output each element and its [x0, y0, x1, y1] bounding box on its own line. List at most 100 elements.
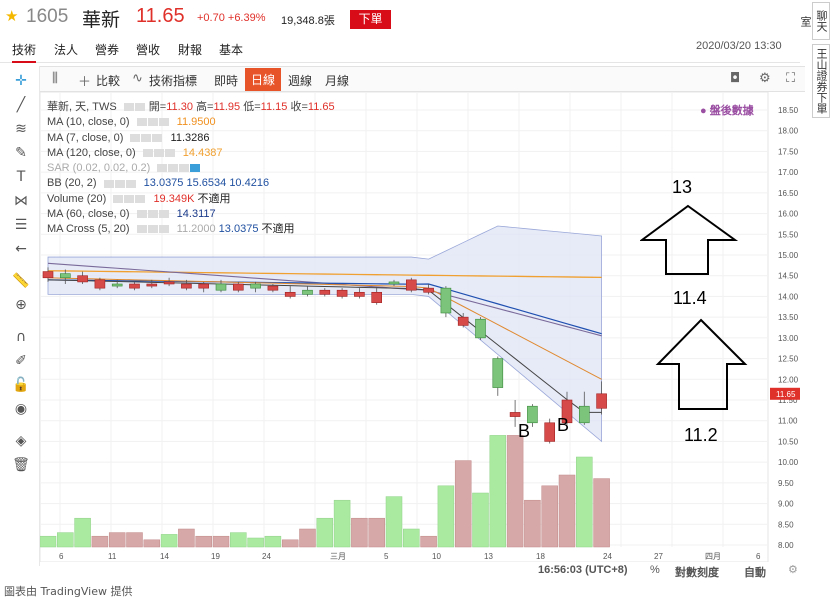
pitchfork-icon[interactable]: ≋ [15, 121, 27, 137]
text-icon[interactable]: T [16, 169, 26, 185]
legend-close-icon[interactable] [152, 133, 163, 142]
legend-ma120[interactable]: MA (120, close, 0) 14.4387 [47, 146, 497, 161]
legend-volume-label: Volume (20) [47, 192, 107, 205]
chart-credit: 圖表由 TradingView 提供 [4, 585, 133, 598]
legend-close-icon[interactable] [158, 225, 169, 234]
legend-eye-icon[interactable] [136, 210, 147, 219]
ma120-line [47, 270, 602, 279]
tab-financials[interactable]: 財報 [178, 43, 203, 57]
interval-daily[interactable]: 日線 [245, 68, 282, 91]
legend-ma7[interactable]: MA (7, close, 0) 11.3286 [47, 131, 497, 146]
fullscreen-icon[interactable]: ⛶ [786, 71, 796, 86]
legend-eye-icon[interactable] [136, 225, 147, 234]
unlock-icon[interactable]: 🔓 [12, 377, 30, 393]
legend-close-icon[interactable] [135, 194, 146, 203]
compare-button[interactable]: 比較 [96, 74, 121, 88]
gear-icon[interactable]: ⚙ [759, 71, 771, 86]
volume-bar [40, 535, 57, 548]
settings-gear-icon[interactable]: ⚙ [788, 564, 798, 576]
legend-eye-icon[interactable] [157, 164, 168, 173]
legend-macross[interactable]: MA Cross (5, 20) 11.2000 13.0375 不適用 [47, 222, 497, 237]
broker-order-link[interactable]: 王山證券下單 [812, 44, 830, 118]
y-tick-label: 13.00 [778, 334, 799, 343]
camera-icon[interactable]: ◘ [730, 71, 741, 86]
legend-close-icon[interactable] [179, 164, 190, 173]
legend-volume[interactable]: Volume (20) 19.349K 不適用 [47, 192, 497, 207]
indicators-button[interactable]: 技術指標 [149, 74, 198, 88]
volume-bar [524, 499, 541, 548]
tab-institutional[interactable]: 法人 [54, 43, 79, 57]
annotation-arrow-up-1 [640, 204, 739, 275]
auto-scale-toggle[interactable]: 自動 [744, 567, 766, 579]
legend-gear-icon[interactable] [153, 148, 164, 157]
interval-weekly[interactable]: 週線 [288, 74, 313, 88]
indicators-icon[interactable]: ∿ [132, 71, 143, 86]
legend-gear-icon[interactable] [147, 225, 158, 234]
legend-eye-icon[interactable] [103, 179, 114, 188]
trendline-icon[interactable]: ╱ [16, 97, 26, 113]
annotation-b1: B [518, 421, 531, 441]
legend-settings-icon[interactable] [123, 103, 134, 112]
tab-margin[interactable]: 營券 [95, 43, 120, 57]
last-price: 11.65 [136, 5, 185, 27]
legend-low: 11.15 [260, 101, 288, 113]
trade-volume: 19,348.8張 [281, 15, 335, 27]
legend-close-icon[interactable] [158, 210, 169, 219]
x-tick-label: 6 [756, 552, 761, 561]
legend-eye-icon[interactable] [136, 118, 147, 127]
legend-ma60[interactable]: MA (60, close, 0) 14.3117 [47, 207, 497, 222]
back-arrow-icon[interactable]: ← [15, 241, 27, 257]
legend-gear-icon[interactable] [147, 210, 158, 219]
chat-room-link[interactable]: 聊天室 [799, 2, 830, 40]
pattern-icon[interactable]: ⋈ [14, 193, 28, 209]
brush-icon[interactable]: ✎ [15, 145, 27, 161]
candle-body [111, 283, 123, 287]
price-chart[interactable]: 18.50 18.00 17.50 17.00 16.50 16.00 15.50 15.00… [40, 92, 805, 582]
favorite-star-icon[interactable]: ★ [5, 7, 19, 25]
legend-eye-icon[interactable] [113, 194, 124, 203]
place-order-button[interactable]: 下單 [350, 10, 391, 29]
legend-gear-icon[interactable] [124, 194, 135, 203]
eye-icon[interactable]: ◉ [14, 401, 28, 417]
candle-body [129, 283, 140, 289]
interval-monthly[interactable]: 月線 [325, 74, 350, 88]
tab-revenue[interactable]: 營收 [136, 43, 161, 57]
legend-sar[interactable]: SAR (0.02, 0.02, 0.2) [47, 161, 497, 176]
tab-technical[interactable]: 技術 [12, 41, 37, 63]
legend-gear-icon[interactable] [141, 133, 152, 142]
chart-canvas[interactable]: 18.50 18.00 17.50 17.00 16.50 16.00 15.50 15.00… [40, 92, 805, 562]
legend-gear-icon[interactable] [147, 118, 158, 127]
legend-hide-icon[interactable] [134, 103, 145, 112]
volume-bar [368, 517, 385, 548]
volume-bar [74, 517, 91, 548]
legend-close-icon[interactable] [125, 179, 136, 188]
layers-icon[interactable]: ◈ [15, 433, 27, 449]
lock-drawing-icon[interactable]: ✐ [15, 353, 27, 369]
crosshair-icon[interactable]: ✛ [15, 73, 27, 89]
legend-bb[interactable]: BB (20, 2) 13.0375 15.6534 10.4216 [47, 176, 497, 191]
legend-hidden-eye-icon[interactable] [190, 164, 201, 173]
log-scale-toggle[interactable]: 對數刻度 [675, 567, 719, 579]
fib-icon[interactable]: ☰ [14, 217, 28, 233]
volume-bar [264, 535, 282, 548]
trash-icon[interactable]: 🗑 [12, 457, 30, 473]
legend-close-icon[interactable] [158, 118, 169, 127]
legend-eye-icon[interactable] [130, 133, 141, 142]
zoom-in-icon[interactable]: ⊕ [15, 297, 27, 313]
percent-scale-toggle[interactable]: % [650, 564, 660, 576]
legend-ma10[interactable]: MA (10, close, 0) 11.9500 [47, 115, 497, 130]
interval-realtime[interactable]: 即時 [214, 74, 239, 88]
tab-basics[interactable]: 基本 [219, 43, 244, 57]
after-hours-badge[interactable]: ● 盤後數據 [700, 105, 754, 117]
legend-close-icon[interactable] [164, 148, 175, 157]
magnet-icon[interactable]: ∩ [15, 329, 27, 345]
bb-mid-line [47, 279, 602, 335]
volume-bar [558, 474, 576, 548]
legend-main-label: 華新, 天, TWS [47, 101, 117, 113]
legend-gear-icon[interactable] [168, 164, 179, 173]
indicator-toggle-icon[interactable]: ⫼ [52, 71, 58, 86]
ruler-icon[interactable]: 📏 [12, 273, 30, 289]
legend-gear-icon[interactable] [114, 179, 125, 188]
legend-eye-icon[interactable] [142, 148, 153, 157]
compare-icon[interactable]: ＋ [78, 75, 92, 90]
